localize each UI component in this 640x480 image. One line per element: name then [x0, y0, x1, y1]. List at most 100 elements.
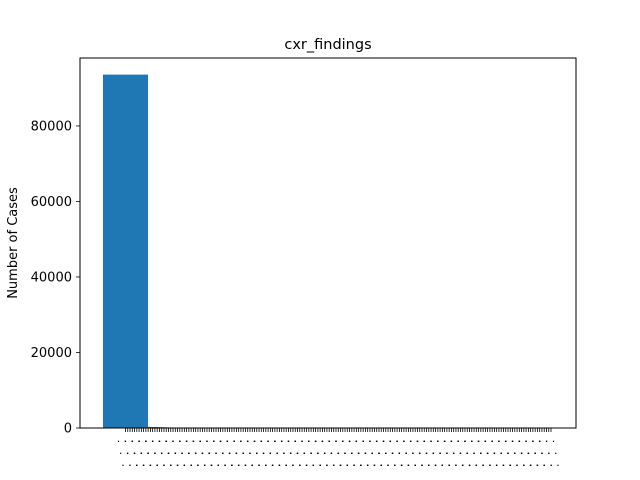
x-tick-label-34: · · ·	[194, 447, 211, 460]
x-tick-label-3: · · ·	[124, 435, 141, 448]
x-tick-label-7: · · ·	[133, 447, 150, 460]
x-tick-label-186: · · ·	[538, 435, 555, 448]
x-tick-label-105: · · ·	[354, 435, 371, 448]
x-tick-label-67: · · ·	[268, 447, 285, 460]
x-tick-label-159: · · ·	[477, 435, 494, 448]
x-tick-label-1: · · ·	[119, 447, 136, 460]
x-tick-label-85: · · ·	[309, 447, 326, 460]
x-tick-label-103: · · ·	[350, 447, 367, 460]
x-tick-label-185: · · ·	[535, 459, 552, 472]
x-tick-label-117: · · ·	[382, 435, 399, 448]
x-tick-label-18: · · ·	[157, 435, 174, 448]
x-tick-label-119: · · ·	[386, 459, 403, 472]
y-axis-label: Number of Cases	[6, 187, 21, 299]
x-tick-label-51: · · ·	[232, 435, 249, 448]
x-tick-label-22: · · ·	[167, 447, 184, 460]
x-tick-label-84: · · ·	[307, 435, 324, 448]
x-tick-label-174: · · ·	[511, 435, 528, 448]
x-tick-label-41: · · ·	[210, 459, 227, 472]
x-tick-label-40: · · ·	[207, 447, 224, 460]
x-tick-label-77: · · ·	[291, 459, 308, 472]
x-tick-label-113: · · ·	[373, 459, 390, 472]
x-tick-label-13: · · ·	[146, 447, 163, 460]
x-tick-label-175: · · ·	[513, 447, 530, 460]
x-tick-label-73: · · ·	[282, 447, 299, 460]
x-tick-label-187: · · ·	[540, 447, 557, 460]
x-tick-label-183: · · ·	[531, 435, 548, 448]
x-tick-label-62: · · ·	[257, 459, 274, 472]
x-tick-label-56: · · ·	[243, 459, 260, 472]
x-tick-label-146: · · ·	[447, 459, 464, 472]
x-tick-label-35: · · ·	[196, 459, 213, 472]
x-tick-label-108: · · ·	[361, 435, 378, 448]
x-tick-label-59: · · ·	[250, 459, 267, 472]
x-tick-label-161: · · ·	[481, 459, 498, 472]
x-tick-label-49: · · ·	[228, 447, 245, 460]
x-tick-label-139: · · ·	[431, 447, 448, 460]
x-tick-label-92: · · ·	[325, 459, 342, 472]
x-tick-label-177: · · ·	[517, 435, 534, 448]
x-tick-label-143: · · ·	[440, 459, 457, 472]
x-tick-label-160: · · ·	[479, 447, 496, 460]
x-tick-label-42: · · ·	[212, 435, 229, 448]
x-tick-label-157: · · ·	[472, 447, 489, 460]
x-tick-label-133: · · ·	[418, 447, 435, 460]
x-tick-label-149: · · ·	[454, 459, 471, 472]
x-tick-label-129: · · ·	[409, 435, 426, 448]
plot-area-frame	[79, 57, 577, 429]
x-tick-label-61: · · ·	[255, 447, 272, 460]
x-tick-label-125: · · ·	[400, 459, 417, 472]
x-tick-label-21: · · ·	[164, 435, 181, 448]
x-tick-label-29: · · ·	[182, 459, 199, 472]
x-tick-label-93: · · ·	[327, 435, 344, 448]
x-tick-label-31: · · ·	[187, 447, 204, 460]
x-tick-label-98: · · ·	[339, 459, 356, 472]
x-tick-label-104: · · ·	[352, 459, 369, 472]
x-tick-label-66: · · ·	[266, 435, 283, 448]
x-tick-label-110: · · ·	[366, 459, 383, 472]
x-tick-label-114: · · ·	[375, 435, 392, 448]
x-tick-label-182: · · ·	[529, 459, 546, 472]
x-tick-label-181: · · ·	[526, 447, 543, 460]
y-tick-label-2: 40000	[31, 270, 72, 285]
x-tick-label-87: · · ·	[314, 435, 331, 448]
x-tick-label-6: · · ·	[130, 435, 147, 448]
x-tick-label-123: · · ·	[395, 435, 412, 448]
x-tick-label-101: · · ·	[345, 459, 362, 472]
x-tick-label-75: · · ·	[287, 435, 304, 448]
x-tick-label-0: · · ·	[117, 435, 134, 448]
x-tick-label-15: · · ·	[151, 435, 168, 448]
x-tick-label-9: · · ·	[137, 435, 154, 448]
x-tick-label-184: · · ·	[533, 447, 550, 460]
x-tick-label-83: · · ·	[305, 459, 322, 472]
x-tick-label-95: · · ·	[332, 459, 349, 472]
x-tick-label-47: · · ·	[223, 459, 240, 472]
x-tick-label-48: · · ·	[225, 435, 242, 448]
x-tick-label-74: · · ·	[284, 459, 301, 472]
x-tick-label-4: · · ·	[126, 447, 143, 460]
x-tick-label-148: · · ·	[452, 447, 469, 460]
x-tick-label-26: · · ·	[176, 459, 193, 472]
x-tick-label-60: · · ·	[253, 435, 270, 448]
x-tick-label-130: · · ·	[411, 447, 428, 460]
x-tick-label-16: · · ·	[153, 447, 170, 460]
y-tick-label-0: 0	[64, 422, 72, 437]
x-tick-label-25: · · ·	[173, 447, 190, 460]
y-tick-label-4: 80000	[31, 119, 72, 134]
x-tick-label-44: · · ·	[216, 459, 233, 472]
x-tick-label-128: · · ·	[406, 459, 423, 472]
x-tick-label-102: · · ·	[348, 435, 365, 448]
x-tick-label-81: · · ·	[300, 435, 317, 448]
x-tick-label-78: · · ·	[293, 435, 310, 448]
x-tick-label-115: · · ·	[377, 447, 394, 460]
bar-0	[103, 74, 148, 429]
x-tick-label-5: · · ·	[128, 459, 145, 472]
x-tick-label-88: · · ·	[316, 447, 333, 460]
x-tick-label-163: · · ·	[486, 447, 503, 460]
x-tick-label-91: · · ·	[323, 447, 340, 460]
x-tick-label-131: · · ·	[413, 459, 430, 472]
x-tick-label-112: · · ·	[370, 447, 387, 460]
x-tick-label-122: · · ·	[393, 459, 410, 472]
x-tick-label-150: · · ·	[456, 435, 473, 448]
